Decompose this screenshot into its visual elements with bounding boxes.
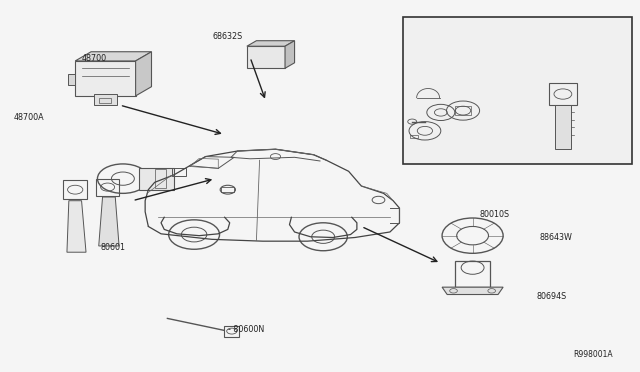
Polygon shape: [556, 105, 570, 149]
Polygon shape: [76, 61, 136, 96]
Bar: [410, 135, 418, 138]
Bar: [172, 168, 186, 176]
Bar: [549, 83, 577, 105]
Text: 68632S: 68632S: [212, 32, 243, 41]
Bar: [155, 170, 166, 188]
Text: R998001A: R998001A: [573, 350, 612, 359]
Polygon shape: [99, 197, 119, 246]
Bar: [96, 179, 119, 196]
Polygon shape: [442, 287, 503, 295]
Bar: [94, 94, 116, 105]
Bar: [139, 168, 173, 190]
Text: 80694S: 80694S: [536, 292, 566, 301]
Text: 88643W: 88643W: [540, 233, 572, 242]
Polygon shape: [68, 74, 76, 85]
Polygon shape: [67, 201, 86, 252]
Polygon shape: [76, 52, 152, 61]
Text: - 80600N: - 80600N: [228, 325, 264, 334]
Polygon shape: [136, 52, 152, 96]
Bar: [221, 187, 234, 192]
Bar: [99, 97, 111, 103]
Bar: [224, 326, 239, 337]
Bar: [455, 106, 471, 115]
Text: 48700A: 48700A: [13, 113, 44, 122]
Bar: [455, 262, 490, 287]
Text: 80601: 80601: [100, 243, 125, 252]
Polygon shape: [285, 41, 294, 68]
Polygon shape: [247, 41, 294, 46]
Text: 80010S: 80010S: [480, 210, 510, 219]
Text: 48700: 48700: [82, 54, 107, 63]
Polygon shape: [247, 46, 285, 68]
Bar: [63, 180, 87, 199]
Bar: [403, 17, 632, 164]
